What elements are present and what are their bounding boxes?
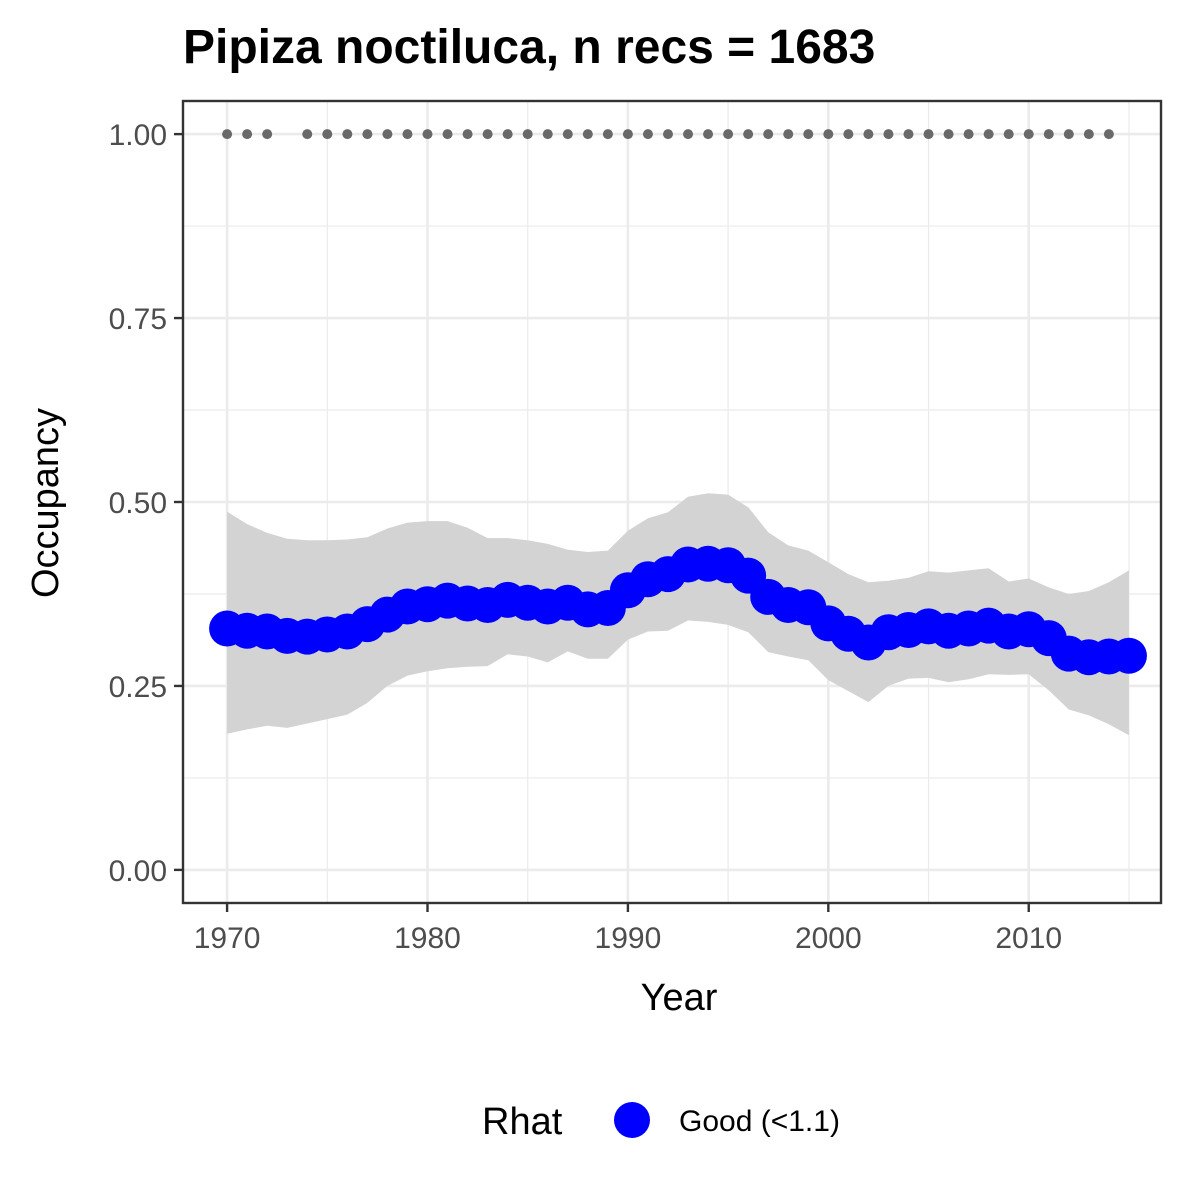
legend: Rhat Good (<1.1)	[482, 1101, 840, 1143]
data-presence-point	[1023, 129, 1034, 140]
y-axis: 0.00 0.25 0.50 0.75 1.00	[109, 119, 183, 888]
data-presence-point	[442, 129, 453, 140]
data-presence-point	[743, 129, 754, 140]
data-presence-point	[863, 129, 874, 140]
data-presence-point	[763, 129, 774, 140]
data-presence-point	[422, 129, 433, 140]
data-presence-point	[963, 129, 974, 140]
x-tick-label: 2000	[795, 922, 862, 955]
x-tick-label: 1980	[394, 922, 461, 955]
data-presence-point	[723, 129, 734, 140]
data-presence-point	[302, 129, 313, 140]
data-presence-point	[662, 129, 673, 140]
data-presence-point	[582, 129, 593, 140]
y-tick-label: 0.50	[109, 487, 167, 520]
data-presence-point	[1063, 129, 1074, 140]
y-tick-label: 0.00	[109, 855, 167, 888]
data-presence-point	[703, 129, 714, 140]
data-presence-point	[602, 129, 613, 140]
data-presence-point	[222, 129, 233, 140]
data-presence-point	[783, 129, 794, 140]
y-tick-label: 0.25	[109, 671, 167, 704]
data-presence-point	[262, 129, 273, 140]
x-tick-label: 1990	[595, 922, 662, 955]
data-presence-point	[683, 129, 694, 140]
legend-title: Rhat	[482, 1101, 563, 1143]
data-presence-point	[542, 129, 553, 140]
data-presence-point	[943, 129, 954, 140]
x-axis-title: Year	[641, 977, 718, 1019]
data-presence-point	[522, 129, 533, 140]
x-tick-label: 1970	[194, 922, 261, 955]
data-presence-point	[362, 129, 373, 140]
data-presence-point	[382, 129, 393, 140]
data-presence-point	[462, 129, 473, 140]
data-presence-point	[1003, 129, 1014, 140]
plot-panel	[181, 99, 1163, 905]
legend-key-good	[614, 1102, 650, 1138]
x-tick-label: 2010	[995, 922, 1062, 955]
data-presence-point	[1043, 129, 1054, 140]
data-presence-point	[983, 129, 994, 140]
data-presence-point	[622, 129, 633, 140]
data-presence-point	[342, 129, 353, 140]
data-presence-point	[883, 129, 894, 140]
data-presence-point	[322, 129, 333, 140]
confidence-ribbon	[227, 493, 1129, 736]
legend-label-good: Good (<1.1)	[679, 1105, 840, 1138]
chart-title: Pipiza noctiluca, n recs = 1683	[183, 21, 875, 74]
data-presence-point	[562, 129, 573, 140]
occupancy-point	[1110, 637, 1147, 674]
data-presence-point	[1083, 129, 1094, 140]
y-tick-label: 1.00	[109, 119, 167, 152]
data-presence-point	[642, 129, 653, 140]
data-presence-point	[1103, 129, 1114, 140]
data-presence-point	[843, 129, 854, 140]
data-presence-point	[903, 129, 914, 140]
data-presence-point	[402, 129, 413, 140]
y-axis-title: Occupancy	[25, 408, 67, 598]
data-presence-point	[923, 129, 934, 140]
data-presence-point	[482, 129, 493, 140]
data-presence-point	[242, 129, 253, 140]
data-presence-point	[803, 129, 814, 140]
x-axis: 1970 1980 1990 2000 2010	[194, 903, 1062, 955]
data-presence-point	[823, 129, 834, 140]
y-tick-label: 0.75	[109, 303, 167, 336]
data-presence-point	[502, 129, 513, 140]
